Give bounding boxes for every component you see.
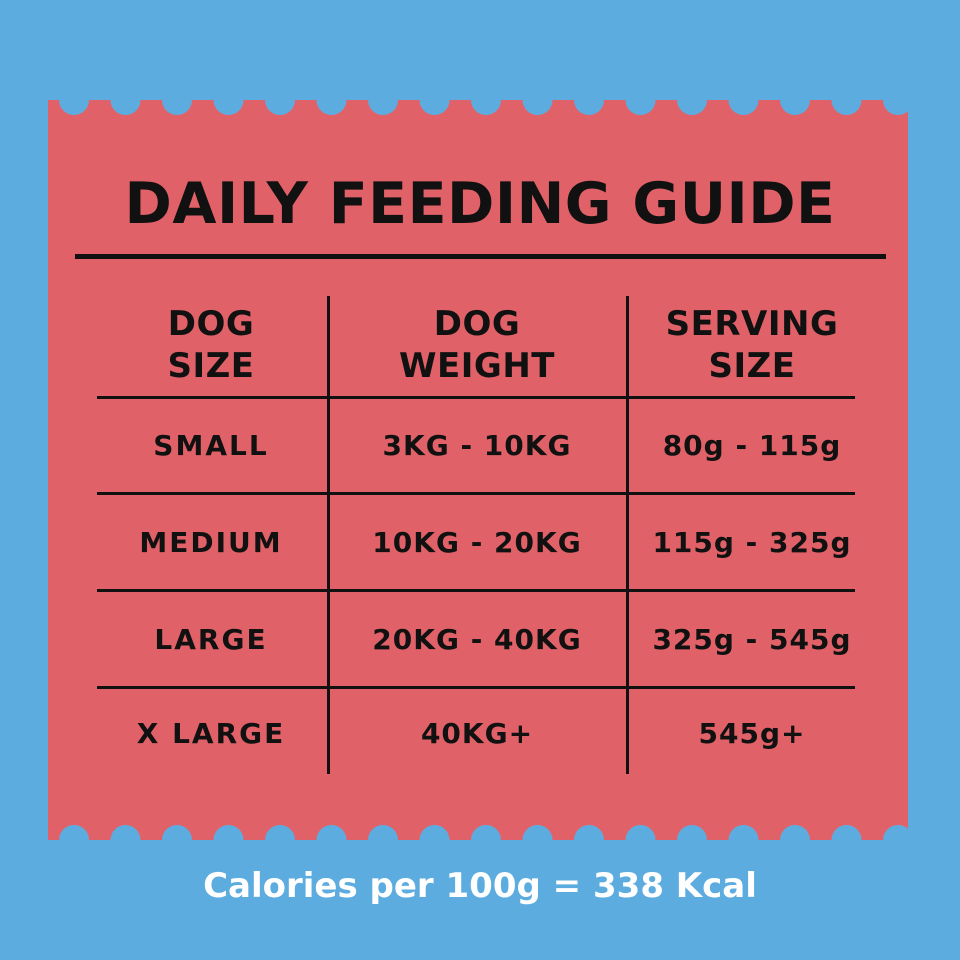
header-dog-weight: DOG WEIGHT (330, 296, 624, 394)
header-dog-size: DOG SIZE (97, 296, 325, 394)
row-medium-weight: 10KG - 20KG (372, 525, 582, 559)
header-serving-size-line2: SIZE (708, 346, 796, 386)
row-small-weight: 3KG - 10KG (382, 429, 572, 462)
row-medium-size: MEDIUM (139, 525, 283, 559)
row-divider-header (97, 396, 855, 399)
header-serving-size: SERVING SIZE (629, 296, 875, 394)
header-dog-weight-line2: WEIGHT (399, 346, 555, 386)
row-medium-serving: 115g - 325g (652, 525, 852, 559)
scalloped-ticket-background (48, 100, 908, 840)
column-divider-2 (626, 296, 629, 774)
row-xlarge-serving: 545g+ (698, 716, 806, 750)
header-dog-size-line1: DOG (167, 304, 255, 344)
column-divider-1 (327, 296, 330, 774)
header-dog-weight-line1: DOG (433, 304, 521, 344)
header-dog-size-line2: SIZE (167, 346, 255, 386)
row-divider-1 (97, 492, 855, 495)
row-small-size: SMALL (153, 429, 269, 462)
calories-footer: Calories per 100g = 338 Kcal (203, 866, 757, 906)
row-divider-2 (97, 589, 855, 592)
row-small-serving: 80g - 115g (662, 429, 842, 462)
title-underline (75, 254, 886, 259)
row-large-serving: 325g - 545g (652, 622, 852, 656)
row-xlarge-size: X LARGE (136, 716, 286, 750)
row-large-size: LARGE (154, 622, 268, 656)
header-serving-size-line1: SERVING (665, 304, 839, 344)
row-divider-3 (97, 686, 855, 689)
row-xlarge-weight: 40KG+ (420, 716, 534, 750)
page-title: DAILY FEEDING GUIDE (124, 171, 836, 237)
row-large-weight: 20KG - 40KG (372, 622, 582, 656)
feeding-guide-card (48, 100, 908, 840)
